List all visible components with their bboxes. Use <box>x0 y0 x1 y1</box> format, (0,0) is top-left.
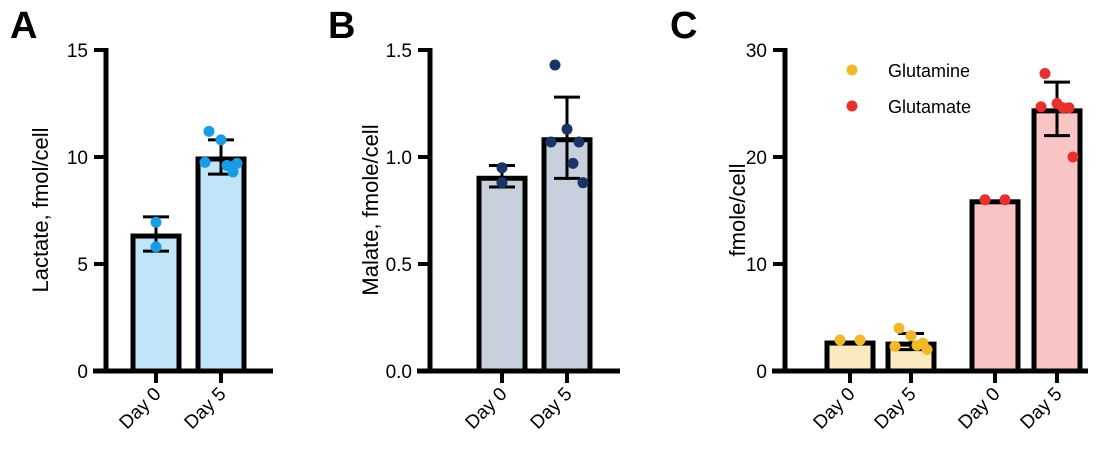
panel-letter: B <box>328 5 355 47</box>
data-point <box>567 157 579 169</box>
data-point <box>889 340 901 352</box>
data-point <box>911 339 923 351</box>
bar <box>824 340 876 374</box>
y-axis-label: Lactate, fmol/cell <box>28 127 53 292</box>
data-point <box>854 334 866 346</box>
panel-a: A Lactate, fmol/cell Day 0 Day 5 0 5 10 15 <box>10 5 273 434</box>
data-point <box>150 216 162 228</box>
data-point <box>496 162 508 174</box>
data-point <box>150 241 162 253</box>
panel-letter: C <box>670 5 697 47</box>
y-axis-label: fmole/cell <box>725 164 750 257</box>
y-tick-label: 10 <box>67 148 88 169</box>
data-point <box>561 123 573 135</box>
y-tick-label: 1.5 <box>386 41 412 62</box>
data-point <box>221 160 233 172</box>
data-point <box>1067 151 1079 163</box>
bar <box>130 233 182 374</box>
y-tick-label: 10 <box>746 255 767 276</box>
x-tick-label: Day 5 <box>181 384 231 434</box>
data-point <box>1057 102 1069 114</box>
bar <box>969 199 1021 374</box>
data-point <box>496 177 508 189</box>
y-axis-label: Malate, fmole/cell <box>358 124 383 295</box>
legend-label: Glutamine <box>888 61 970 81</box>
y-tick-label: 1.0 <box>386 148 412 169</box>
data-point <box>905 330 917 342</box>
y-tick-label: 30 <box>746 41 767 62</box>
data-point <box>203 125 215 137</box>
data-point <box>545 136 557 148</box>
x-tick-label: Day 0 <box>810 384 860 434</box>
data-point <box>979 194 991 206</box>
data-point <box>999 194 1011 206</box>
y-tick-label: 0.0 <box>386 362 412 383</box>
x-tick-label: Day 0 <box>955 384 1005 434</box>
panel-letter: A <box>10 5 37 47</box>
data-point <box>215 134 227 146</box>
y-tick-label: 15 <box>67 41 88 62</box>
data-point <box>573 136 585 148</box>
x-tick-label: Day 0 <box>116 384 166 434</box>
legend-marker <box>846 64 858 76</box>
data-point <box>921 344 933 356</box>
data-point <box>231 157 243 169</box>
y-tick-label: 0.5 <box>386 255 412 276</box>
data-point <box>1039 68 1051 80</box>
data-point <box>199 156 211 168</box>
y-tick-label: 5 <box>77 255 88 276</box>
x-tick-label: Day 0 <box>462 384 512 434</box>
data-point <box>577 177 589 189</box>
bar <box>1031 108 1083 374</box>
data-point <box>549 59 561 71</box>
y-tick-label: 0 <box>756 362 767 383</box>
data-point <box>893 322 905 334</box>
y-tick-label: 20 <box>746 148 767 169</box>
data-point <box>834 334 846 346</box>
y-tick-label: 0 <box>77 362 88 383</box>
x-tick-label: Day 5 <box>871 384 921 434</box>
bar <box>476 175 528 374</box>
legend-label: Glutamate <box>888 97 971 117</box>
x-tick-label: Day 5 <box>1017 384 1067 434</box>
panel-b: B Malate, fmole/cell Day 0 Day 5 0.0 0.5 1.0 1.… <box>328 5 620 434</box>
data-point <box>1035 101 1047 113</box>
legend-marker <box>846 100 858 112</box>
bar <box>195 156 247 374</box>
x-tick-label: Day 5 <box>527 384 577 434</box>
